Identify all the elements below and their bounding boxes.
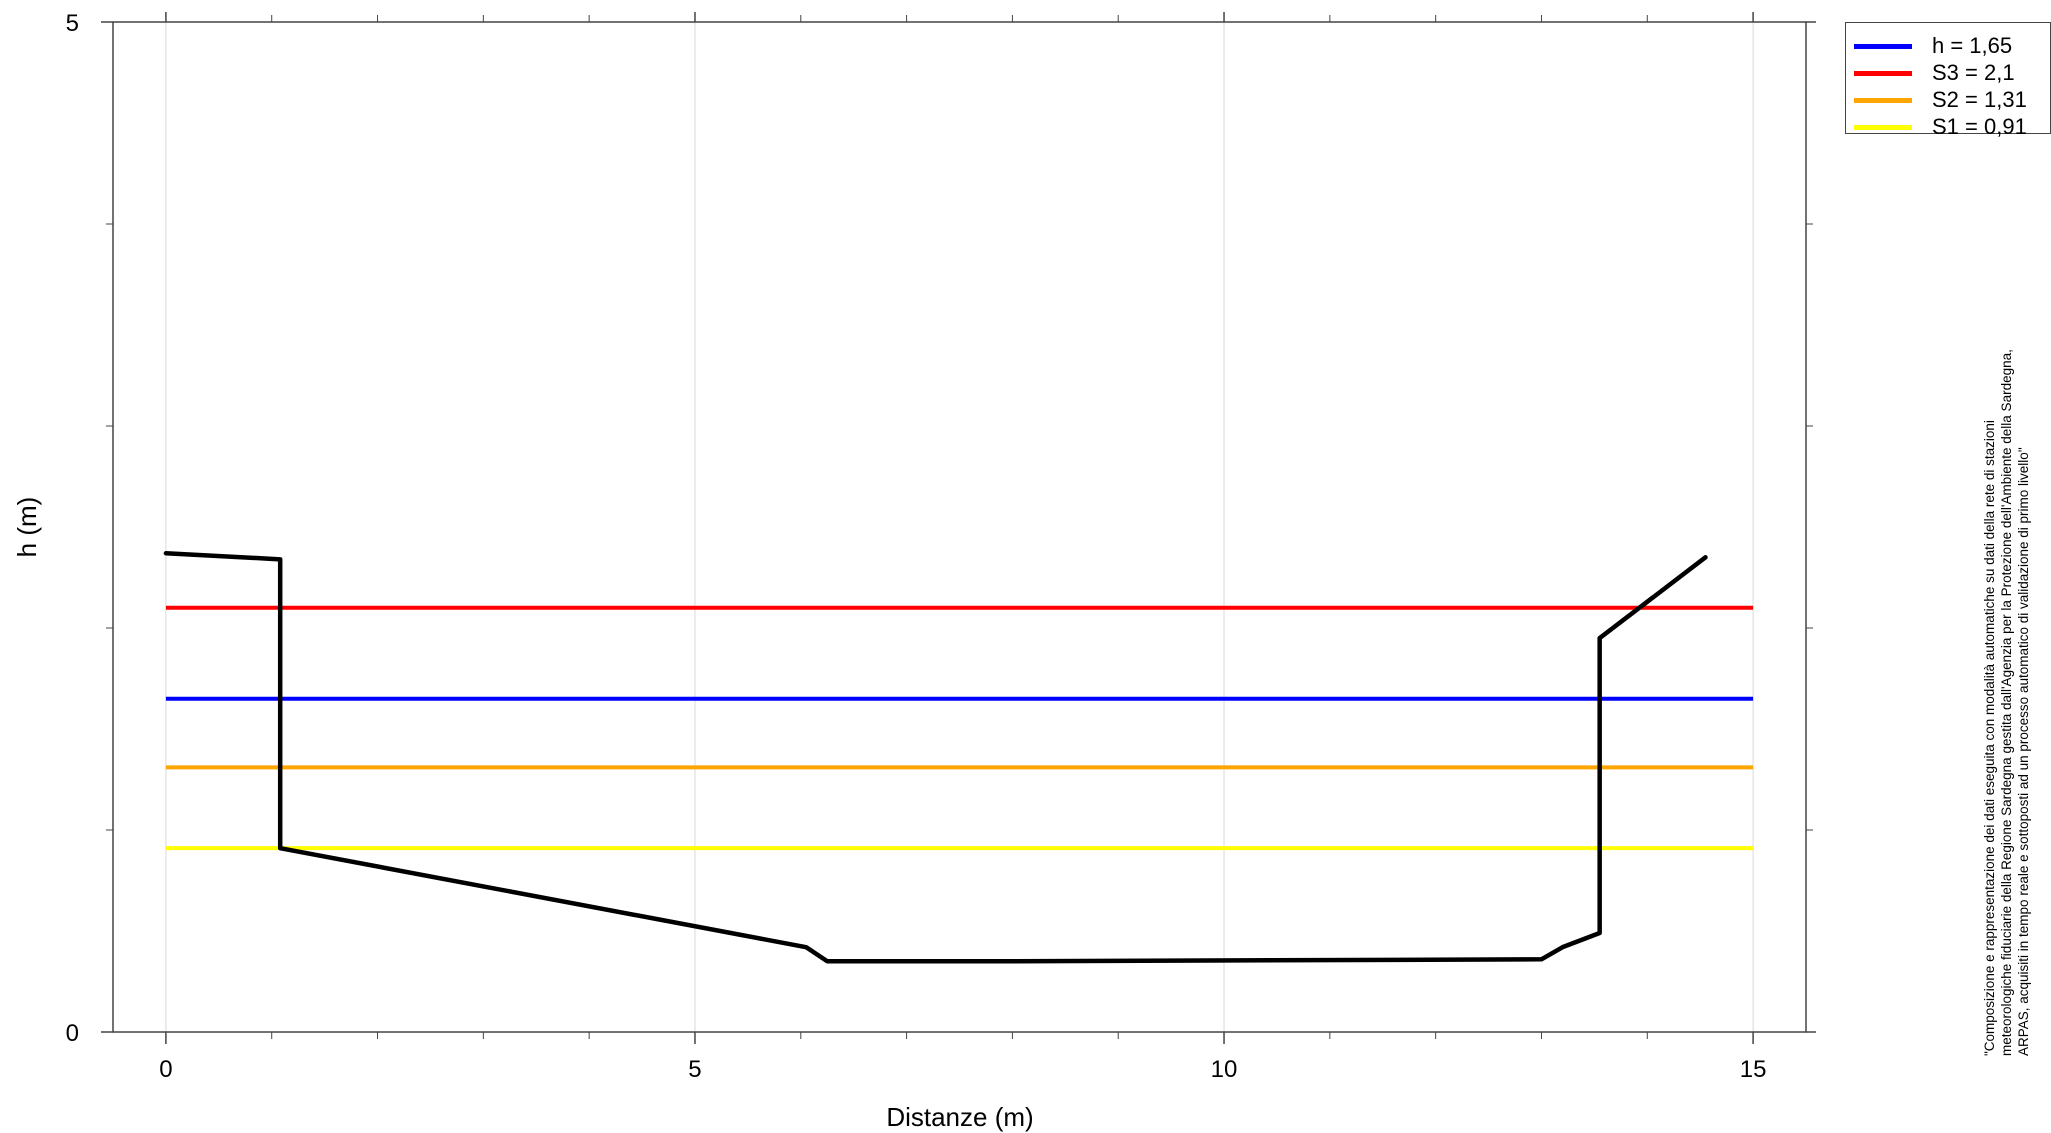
legend-label-s3: S3 = 2,1	[1932, 60, 2015, 85]
legend-swatch-s3	[1854, 70, 1912, 76]
x-tick-label-15: 15	[1740, 1056, 1767, 1083]
plot-frame	[112, 21, 1807, 1033]
x-tick-label-5: 5	[688, 1056, 701, 1083]
legend-item-h: h = 1,65	[1854, 32, 2012, 60]
legend-swatch-s2	[1854, 97, 1912, 103]
credit-note: "Composizione e rappresentazione dei dat…	[1981, 196, 2032, 1056]
credit-line-1: "Composizione e rappresentazione dei dat…	[1982, 420, 1997, 1056]
x-axis-label: Distanze (m)	[886, 1102, 1033, 1132]
legend-label-h: h = 1,65	[1932, 33, 2013, 58]
profile-line	[163, 551, 1708, 964]
legend-swatch-h	[1854, 43, 1912, 49]
legend-swatch-s1	[1854, 124, 1912, 130]
legend-item-s3: S3 = 2,1	[1854, 59, 2015, 87]
legend-item-s2: S2 = 1,31	[1854, 86, 2027, 114]
credit-line-3: ARPAS, acquisiti in tempo reale e sottop…	[2016, 447, 2031, 1056]
grid-lines	[165, 22, 1754, 1032]
legend-label-s1: S1 = 0,91	[1932, 114, 2027, 139]
legend-item-s1: S1 = 0,91	[1854, 113, 2027, 141]
legend: h = 1,65 S3 = 2,1 S2 = 1,31 S1 = 0,91	[1845, 22, 2051, 139]
y-axis-label: h (m)	[12, 497, 42, 558]
y-tick-label-5: 5	[66, 10, 79, 37]
credit-line-2: meteorologiche fiduciarie della Regione …	[1999, 349, 2014, 1056]
series-lines	[163, 551, 1754, 964]
legend-label-s2: S2 = 1,31	[1932, 87, 2027, 112]
chart-canvas: 0 5 10 15 0 5 Distanze (m) h (m)	[12, 10, 1816, 1132]
minor-ticks	[106, 12, 1813, 1039]
axis-ticks: 0 5 10 15 0 5	[66, 10, 1816, 1083]
y-tick-label-0: 0	[66, 1020, 79, 1047]
x-tick-label-0: 0	[159, 1056, 172, 1083]
x-tick-label-10: 10	[1211, 1056, 1238, 1083]
